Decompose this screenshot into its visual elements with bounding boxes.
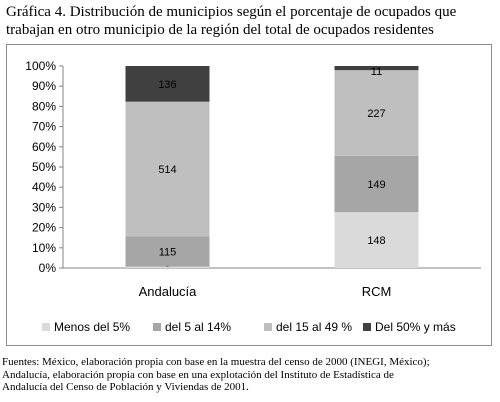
source-line-1: Fuentes: México, elaboración propia con … xyxy=(2,356,430,368)
y-tick-label: 50% xyxy=(32,160,56,174)
y-tick-label: 30% xyxy=(32,200,56,214)
data-label: 11 xyxy=(371,66,382,78)
bar-segment xyxy=(334,70,419,156)
y-tick-label: 20% xyxy=(32,221,56,235)
legend-label: Menos del 5% xyxy=(54,320,130,334)
chart-title-line-1: Gráfica 4. Distribución de municipios se… xyxy=(6,4,457,20)
legend-swatch xyxy=(153,323,161,331)
bar-segment xyxy=(334,155,419,213)
legend-swatch xyxy=(264,323,272,331)
x-category-label: RCM xyxy=(362,284,392,299)
data-label: 148 xyxy=(367,235,385,247)
y-tick-label: 100% xyxy=(25,59,56,73)
source-note: Fuentes: México, elaboración propia con … xyxy=(2,356,498,394)
data-label: 227 xyxy=(367,108,385,120)
data-label: 115 xyxy=(159,247,177,259)
y-tick-label: 80% xyxy=(32,99,56,113)
y-tick-label: 10% xyxy=(32,241,56,255)
bar-segment xyxy=(125,66,210,102)
stacked-bar-chart: 0%10%20%30%40%50%60%70%80%90%100%5115514… xyxy=(25,59,481,334)
legend-swatch xyxy=(363,323,371,331)
y-tick-label: 90% xyxy=(32,79,56,93)
legend-label: del 15 al 49 % xyxy=(276,320,352,334)
data-label: 149 xyxy=(367,179,385,191)
legend-swatch xyxy=(42,323,50,331)
data-label: 136 xyxy=(158,79,176,91)
y-tick-label: 40% xyxy=(32,180,56,194)
legend-label: Del 50% y más xyxy=(375,320,456,334)
legend-label: del 5 al 14% xyxy=(165,320,231,334)
chart-title: Gráfica 4. Distribución de municipios se… xyxy=(6,3,494,39)
y-tick-label: 0% xyxy=(39,261,57,275)
bar-segment xyxy=(125,266,210,268)
data-label: 514 xyxy=(158,164,176,176)
bar-segment xyxy=(334,66,419,71)
x-category-label: Andalucía xyxy=(139,284,198,299)
chart-title-line-2: trabajan en otro municipio de la región … xyxy=(6,22,434,38)
chart-frame xyxy=(6,44,492,346)
bar-segment xyxy=(125,236,210,267)
y-tick-label: 70% xyxy=(32,120,56,134)
bar-segment xyxy=(334,212,419,268)
source-line-3: Andalucía del Censo de Población y Vivie… xyxy=(2,381,249,393)
source-line-2: Andalucía, elaboración propia con base e… xyxy=(2,368,394,381)
bar-segment xyxy=(125,101,210,237)
y-tick-label: 60% xyxy=(32,140,56,154)
